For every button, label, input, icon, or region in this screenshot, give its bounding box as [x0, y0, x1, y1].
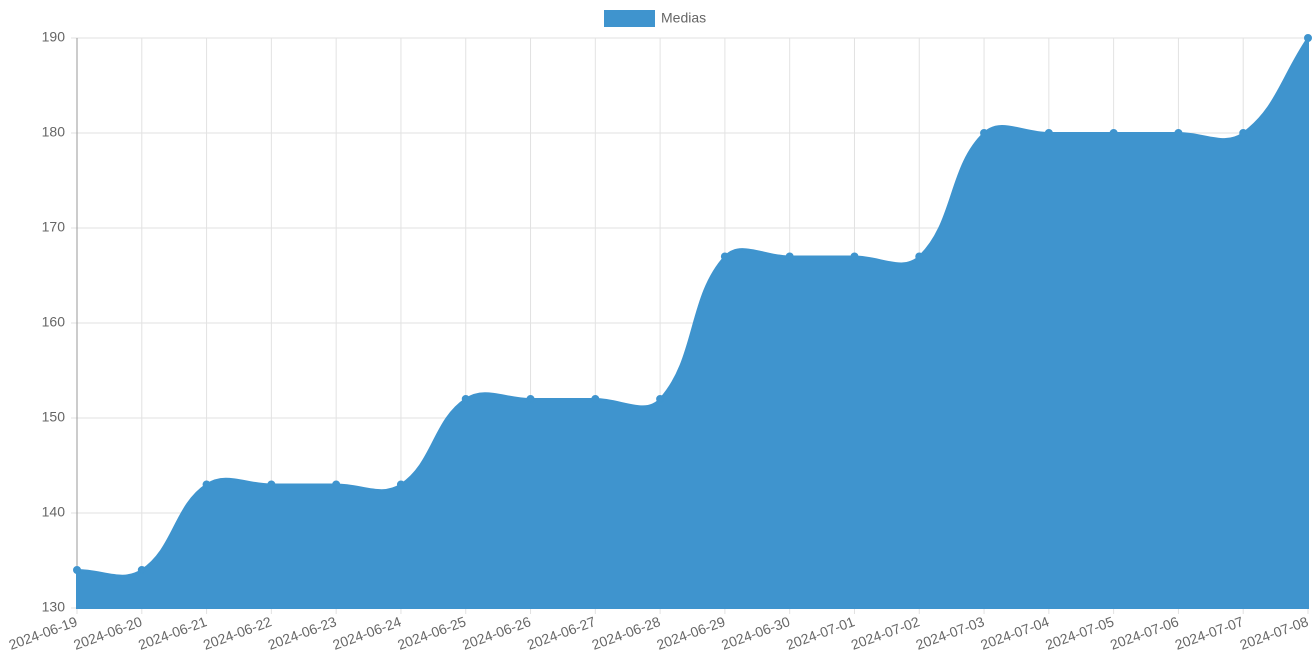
x-tick-label: 2024-07-01 — [784, 613, 857, 653]
x-tick-label: 2024-06-24 — [330, 613, 403, 653]
x-tick-label: 2024-06-26 — [460, 613, 533, 653]
x-tick-label: 2024-07-08 — [1238, 613, 1311, 653]
point — [591, 395, 600, 403]
x-tick-label: 2024-07-03 — [914, 613, 987, 653]
x-tick-label: 2024-06-20 — [71, 613, 144, 653]
y-tick-label: 150 — [42, 409, 66, 425]
legend-label: Medias — [661, 10, 706, 26]
point — [526, 395, 535, 403]
x-tick-label: 2024-07-04 — [978, 613, 1051, 653]
x-tick-label: 2024-06-19 — [7, 613, 80, 653]
x-tick-label: 2024-06-30 — [719, 613, 792, 653]
y-tick-label: 180 — [42, 124, 66, 140]
point — [267, 480, 276, 489]
x-tick-label: 2024-06-29 — [654, 613, 727, 653]
x-tick-label: 2024-07-07 — [1173, 613, 1246, 653]
point — [396, 480, 405, 489]
y-tick-label: 140 — [42, 504, 66, 520]
x-tick-label: 2024-06-21 — [136, 613, 209, 653]
x-tick-label: 2024-06-23 — [266, 613, 339, 653]
point — [1239, 129, 1248, 137]
point — [73, 566, 81, 574]
x-tick-label: 2024-06-25 — [395, 613, 468, 653]
point — [202, 480, 211, 489]
point — [1044, 129, 1053, 137]
legend-swatch — [604, 10, 655, 27]
x-tick-label: 2024-06-22 — [201, 613, 274, 653]
point — [656, 395, 665, 403]
point — [1109, 129, 1118, 137]
x-tick-label: 2024-06-28 — [590, 613, 663, 653]
x-tick-label: 2024-07-05 — [1043, 613, 1116, 653]
point — [1304, 34, 1312, 42]
point — [1174, 129, 1183, 137]
y-tick-label: 130 — [42, 599, 66, 615]
x-tick-label: 2024-07-02 — [849, 613, 922, 653]
y-tick-label: 170 — [42, 219, 66, 235]
point — [461, 395, 470, 403]
point — [850, 252, 859, 261]
x-tick-label: 2024-07-06 — [1108, 613, 1181, 653]
y-tick-label: 160 — [42, 314, 66, 330]
point — [980, 129, 989, 137]
point — [332, 480, 341, 489]
point — [137, 566, 146, 574]
y-tick-label: 190 — [42, 29, 66, 45]
point — [785, 252, 794, 261]
point — [915, 252, 924, 261]
x-tick-label: 2024-06-27 — [525, 613, 598, 653]
point — [720, 252, 729, 261]
